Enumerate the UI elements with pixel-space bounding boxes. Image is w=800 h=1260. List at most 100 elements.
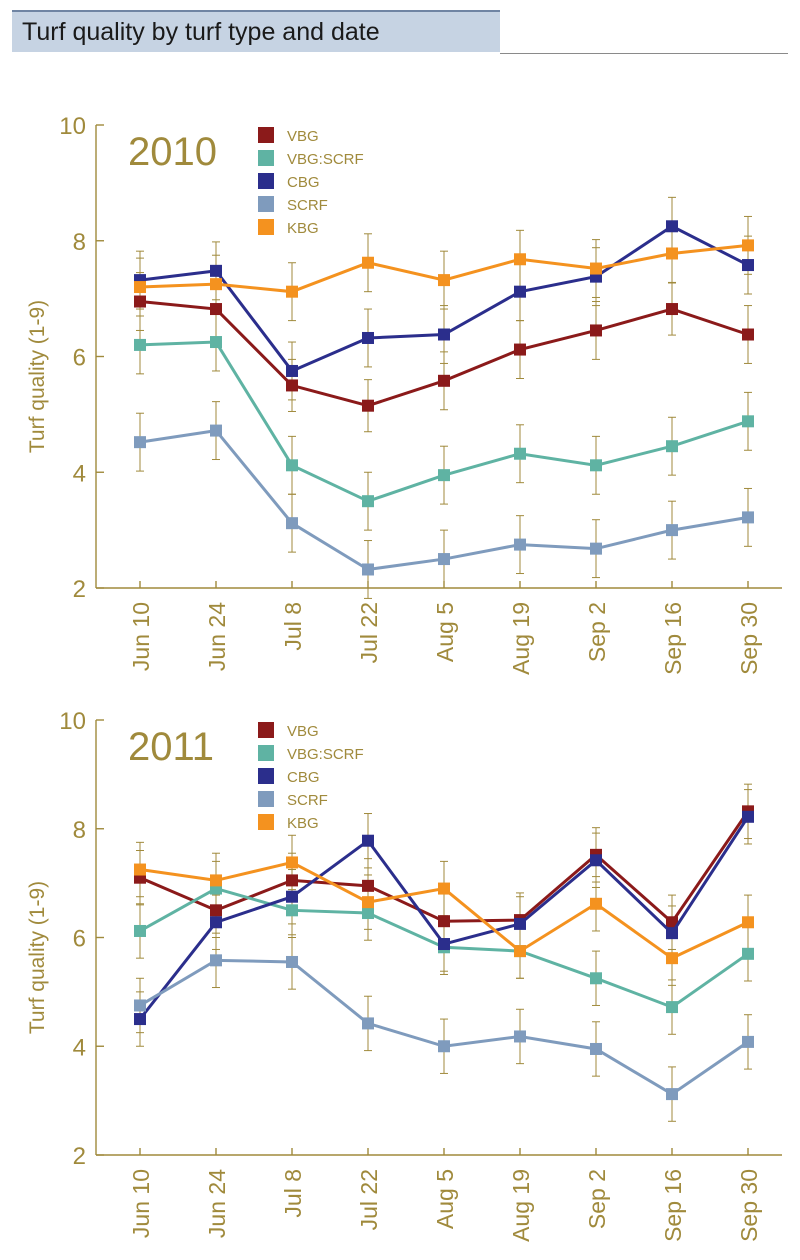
c2010-point-scrf (514, 538, 526, 551)
c2010-point-cbg (742, 259, 754, 272)
c2011-point-cbg (286, 890, 298, 903)
c2010-point-vbg-scrf (514, 447, 526, 460)
title-bar: Turf quality by turf type and date (12, 10, 500, 52)
c2010-point-cbg (514, 285, 526, 298)
c2010-y-tick-label: 2 (73, 576, 86, 603)
c2011-legend-swatch-scrf (258, 791, 274, 807)
c2011-point-kbg (362, 896, 374, 909)
c2011-x-tick-label: Sep 2 (584, 1169, 610, 1229)
c2010-y-axis-label: Turf quality (1-9) (26, 300, 49, 453)
c2011-point-kbg (514, 945, 526, 958)
c2011-point-scrf (742, 1035, 754, 1048)
c2010-point-vbg (134, 295, 146, 308)
c2010-x-tick-label: Aug 5 (432, 602, 458, 662)
c2010-legend-swatch-scrf (258, 196, 274, 212)
c2010-x-tick-label: Jun 24 (204, 602, 230, 671)
c2011-legend-label-cbg: CBG (287, 769, 320, 786)
c2010-x-tick-label: Jul 22 (356, 602, 382, 663)
c2011-point-vbg (362, 879, 374, 892)
c2011-point-kbg (134, 863, 146, 876)
c2010-legend-swatch-cbg (258, 173, 274, 189)
c2011-point-kbg (666, 952, 678, 965)
c2010-point-vbg-scrf (210, 336, 222, 349)
c2010-point-vbg-scrf (438, 469, 450, 482)
c2011-point-cbg (666, 927, 678, 940)
c2010-point-scrf (134, 436, 146, 449)
c2010-point-vbg-scrf (362, 495, 374, 508)
c2011-point-cbg (514, 917, 526, 930)
c2010-legend-label-vbg-scrf: VBG:SCRF (287, 151, 364, 168)
c2010-point-cbg (438, 328, 450, 341)
page-title: Turf quality by turf type and date (22, 18, 380, 46)
c2010-point-vbg-scrf (590, 459, 602, 472)
c2010-title: 2010 (128, 130, 217, 174)
c2010-point-kbg (134, 281, 146, 294)
c2011-point-scrf (362, 1017, 374, 1030)
c2011-legend-label-kbg: KBG (287, 815, 319, 832)
chart-2010: 2 4 6 8 10 Jun 10 Jun 24 Jul 8 Jul 22 Aug 5 Aug 19… (26, 113, 782, 675)
c2011-x-tick-label: Jul 22 (356, 1169, 382, 1230)
c2010-point-kbg (742, 239, 754, 252)
c2010-x-tick-label: Sep 16 (660, 602, 686, 675)
c2011-point-cbg (134, 1013, 146, 1026)
c2010-point-scrf (438, 553, 450, 566)
c2010-y-tick-label: 8 (73, 229, 86, 256)
c2011-point-scrf (514, 1030, 526, 1043)
c2010-point-kbg (590, 262, 602, 275)
c2011-y-tick-label: 8 (73, 817, 86, 844)
c2011-point-cbg (590, 854, 602, 867)
c2011-point-kbg (742, 916, 754, 929)
c2010-x-tick-label: Sep 2 (584, 602, 610, 662)
c2010-point-vbg (742, 328, 754, 341)
c2010-point-kbg (514, 253, 526, 266)
c2011-x-tick-label: Jul 8 (280, 1169, 306, 1218)
c2010-point-kbg (362, 256, 374, 269)
c2010-point-scrf (210, 424, 222, 437)
c2010-point-cbg (210, 264, 222, 277)
c2010-point-vbg-scrf (742, 415, 754, 428)
c2011-point-vbg (666, 916, 678, 929)
c2011-point-cbg (742, 810, 754, 823)
c2011-x-tick-label: Sep 16 (660, 1169, 686, 1242)
c2010-legend-swatch-kbg (258, 219, 274, 235)
c2010-x-tick-label: Aug 19 (508, 602, 534, 675)
c2011-legend-label-vbg: VBG (287, 723, 319, 740)
c2011-point-kbg (210, 874, 222, 887)
c2010-legend-swatch-vbg-scrf (258, 150, 274, 166)
c2011-point-vbg-scrf (666, 1001, 678, 1014)
c2011-point-vbg (210, 904, 222, 917)
c2011-x-tick-label: Aug 19 (508, 1169, 534, 1242)
c2010-point-scrf (666, 524, 678, 537)
c2010-point-scrf (742, 511, 754, 524)
c2010-x-tick-label: Sep 30 (736, 602, 762, 675)
c2010-point-scrf (286, 517, 298, 530)
c2010-x-tick-label: Jun 10 (128, 602, 154, 671)
c2011-point-cbg (362, 834, 374, 847)
c2010-point-vbg (666, 303, 678, 316)
c2011-y-tick-label: 2 (73, 1143, 86, 1170)
c2010-point-vbg-scrf (286, 459, 298, 472)
c2011-point-kbg (590, 897, 602, 910)
c2011-x-tick-label: Aug 5 (432, 1169, 458, 1229)
c2011-point-vbg-scrf (362, 907, 374, 920)
c2010-x-tick-label: Jul 8 (280, 602, 306, 651)
chart-2011: 2 4 6 8 10 Jun 10 Jun 24 Jul 8 Jul 22 Aug 5 Aug 19… (26, 708, 782, 1242)
c2010-point-kbg (438, 274, 450, 287)
c2010-y-tick-label: 6 (73, 345, 86, 372)
c2011-y-tick-label: 4 (73, 1034, 86, 1061)
c2011-point-scrf (286, 955, 298, 968)
c2011-point-cbg (210, 916, 222, 929)
c2010-legend-swatch-vbg (258, 127, 274, 143)
c2010-point-vbg (362, 399, 374, 412)
c2010-point-vbg (210, 303, 222, 316)
c2010-legend-label-kbg: KBG (287, 220, 319, 237)
c2010-point-kbg (210, 278, 222, 291)
c2011-point-scrf (438, 1040, 450, 1053)
c2011-legend-label-vbg-scrf: VBG:SCRF (287, 746, 364, 763)
c2011-point-vbg-scrf (590, 972, 602, 985)
c2010-point-vbg (514, 343, 526, 356)
c2011-point-kbg (438, 882, 450, 895)
c2011-y-tick-label: 6 (73, 926, 86, 953)
c2011-point-vbg (438, 915, 450, 928)
c2010-point-vbg-scrf (666, 440, 678, 453)
